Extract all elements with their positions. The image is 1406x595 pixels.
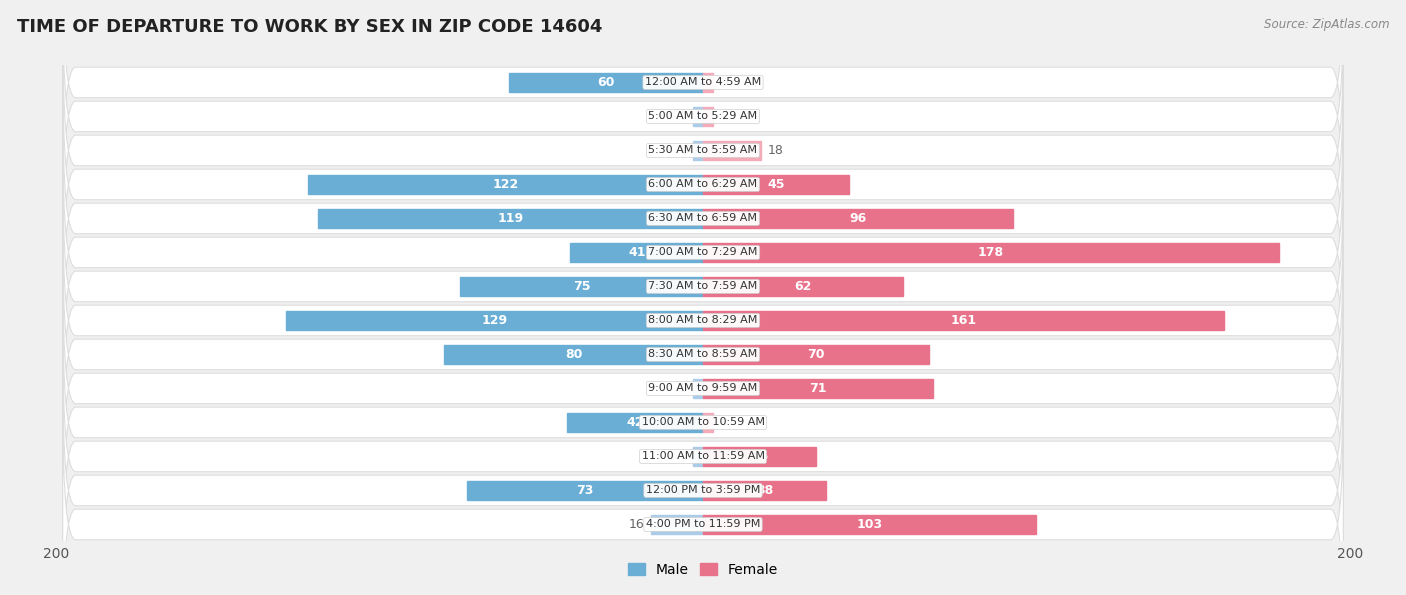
Text: 11:00 AM to 11:59 AM: 11:00 AM to 11:59 AM (641, 452, 765, 462)
Text: 119: 119 (498, 212, 523, 225)
Bar (693, 447, 703, 466)
Text: TIME OF DEPARTURE TO WORK BY SEX IN ZIP CODE 14604: TIME OF DEPARTURE TO WORK BY SEX IN ZIP … (17, 18, 602, 36)
Bar (703, 379, 932, 398)
Text: 0: 0 (720, 416, 727, 429)
Bar (703, 243, 1278, 262)
Text: Source: ZipAtlas.com: Source: ZipAtlas.com (1264, 18, 1389, 31)
Bar (703, 481, 825, 500)
Text: 38: 38 (756, 484, 773, 497)
Bar (444, 345, 703, 364)
Text: 8:30 AM to 8:59 AM: 8:30 AM to 8:59 AM (648, 349, 758, 359)
Text: 9:00 AM to 9:59 AM: 9:00 AM to 9:59 AM (648, 383, 758, 393)
FancyBboxPatch shape (63, 0, 1343, 203)
FancyBboxPatch shape (63, 64, 1343, 305)
Text: 0: 0 (679, 382, 688, 395)
Text: 0: 0 (679, 110, 688, 123)
Bar (308, 175, 703, 194)
Text: 129: 129 (481, 314, 508, 327)
FancyBboxPatch shape (63, 0, 1343, 237)
Text: 7:00 AM to 7:29 AM: 7:00 AM to 7:29 AM (648, 248, 758, 258)
Text: 41: 41 (628, 246, 645, 259)
Bar (703, 277, 904, 296)
Text: 6:30 AM to 6:59 AM: 6:30 AM to 6:59 AM (648, 214, 758, 224)
Bar (461, 277, 703, 296)
Bar (567, 413, 703, 432)
Text: 42: 42 (626, 416, 644, 429)
Bar (467, 481, 703, 500)
Text: 70: 70 (807, 348, 825, 361)
FancyBboxPatch shape (63, 404, 1343, 595)
Bar (703, 413, 713, 432)
FancyBboxPatch shape (63, 131, 1343, 373)
Text: 0: 0 (679, 144, 688, 157)
Text: 0: 0 (720, 110, 727, 123)
Text: 62: 62 (794, 280, 811, 293)
Bar (693, 379, 703, 398)
Text: 0: 0 (720, 76, 727, 89)
Bar (703, 175, 849, 194)
Bar (703, 447, 815, 466)
Text: 71: 71 (808, 382, 827, 395)
FancyBboxPatch shape (63, 302, 1343, 543)
Text: 122: 122 (492, 178, 519, 191)
Text: 0: 0 (679, 450, 688, 463)
Bar (703, 107, 713, 126)
FancyBboxPatch shape (63, 268, 1343, 509)
Text: 18: 18 (768, 144, 783, 157)
FancyBboxPatch shape (63, 166, 1343, 407)
Text: 12:00 AM to 4:59 AM: 12:00 AM to 4:59 AM (645, 77, 761, 87)
FancyBboxPatch shape (63, 30, 1343, 271)
Text: 96: 96 (849, 212, 868, 225)
FancyBboxPatch shape (63, 98, 1343, 339)
Bar (703, 345, 929, 364)
Text: 5:30 AM to 5:59 AM: 5:30 AM to 5:59 AM (648, 145, 758, 155)
Bar (318, 209, 703, 228)
FancyBboxPatch shape (63, 369, 1343, 595)
Text: 5:00 AM to 5:29 AM: 5:00 AM to 5:29 AM (648, 111, 758, 121)
Text: 161: 161 (950, 314, 976, 327)
Legend: Male, Female: Male, Female (623, 557, 783, 582)
Text: 45: 45 (768, 178, 785, 191)
Bar (703, 141, 761, 160)
Bar (571, 243, 703, 262)
Bar (693, 107, 703, 126)
Text: 8:00 AM to 8:29 AM: 8:00 AM to 8:29 AM (648, 315, 758, 325)
Text: 16: 16 (628, 518, 645, 531)
Bar (703, 311, 1223, 330)
Text: 80: 80 (565, 348, 582, 361)
Text: 7:30 AM to 7:59 AM: 7:30 AM to 7:59 AM (648, 281, 758, 292)
Bar (703, 209, 1014, 228)
Bar (285, 311, 703, 330)
Text: 6:00 AM to 6:29 AM: 6:00 AM to 6:29 AM (648, 180, 758, 189)
Text: 178: 178 (977, 246, 1004, 259)
Bar (509, 73, 703, 92)
Text: 73: 73 (576, 484, 593, 497)
Text: 103: 103 (856, 518, 883, 531)
Bar (703, 515, 1036, 534)
Text: 4:00 PM to 11:59 PM: 4:00 PM to 11:59 PM (645, 519, 761, 530)
Bar (703, 73, 713, 92)
Bar (651, 515, 703, 534)
Text: 10:00 AM to 10:59 AM: 10:00 AM to 10:59 AM (641, 418, 765, 427)
Text: 75: 75 (574, 280, 591, 293)
FancyBboxPatch shape (63, 234, 1343, 475)
Text: 35: 35 (751, 450, 768, 463)
Text: 12:00 PM to 3:59 PM: 12:00 PM to 3:59 PM (645, 486, 761, 496)
Bar (693, 141, 703, 160)
FancyBboxPatch shape (63, 200, 1343, 441)
FancyBboxPatch shape (63, 336, 1343, 577)
Text: 60: 60 (598, 76, 614, 89)
